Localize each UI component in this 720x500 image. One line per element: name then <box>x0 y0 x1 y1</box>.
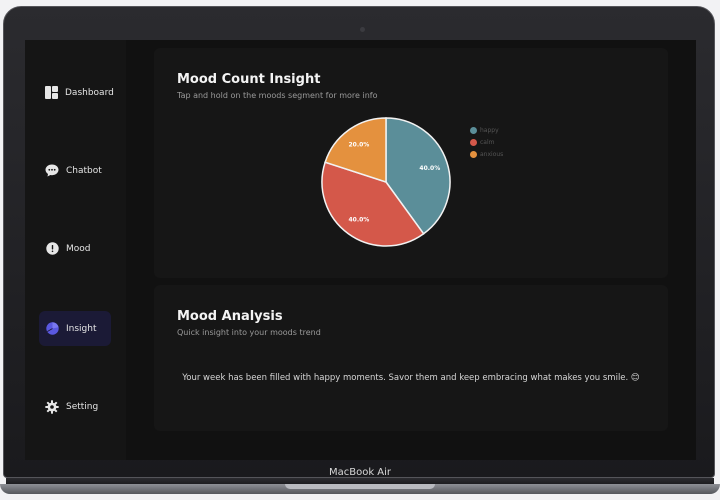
sidebar-item-setting[interactable]: Setting <box>39 389 111 424</box>
legend-label: anxious <box>480 151 504 158</box>
legend-swatch-calm <box>470 139 477 146</box>
hinge <box>6 478 714 484</box>
trackpad-notch <box>285 484 435 489</box>
base-body <box>0 484 720 494</box>
sidebar-item-mood[interactable]: Mood <box>39 231 111 266</box>
legend-label: happy <box>480 127 499 134</box>
sidebar-item-label: Chatbot <box>66 165 102 176</box>
sidebar-item-label: Mood <box>66 243 91 254</box>
pie-slice-happy[interactable] <box>385 117 451 235</box>
camera <box>360 27 365 32</box>
insight-icon <box>45 322 59 336</box>
sidebar-item-label: Dashboard <box>65 87 114 98</box>
pie-label-calm: 40.0% <box>349 216 370 223</box>
sidebar-item-dashboard[interactable]: Dashboard <box>39 75 114 110</box>
pie-label-happy: 40.0% <box>419 165 440 172</box>
mood-analysis-subtitle: Quick insight into your moods trend <box>177 328 321 337</box>
legend-item-happy: happy <box>470 127 499 134</box>
legend-swatch-happy <box>470 127 477 134</box>
sidebar-item-insight[interactable]: Insight <box>39 311 111 346</box>
laptop-lid: Dashboard Chatbot Mood Insight <box>3 6 715 478</box>
mood-analysis-message: Your week has been filled with happy mom… <box>182 373 640 383</box>
mood-count-title: Mood Count Insight <box>177 72 321 87</box>
device-model-label: MacBook Air <box>328 467 392 478</box>
laptop-base <box>0 478 720 500</box>
chat-icon <box>45 164 59 178</box>
sidebar-item-label: Setting <box>66 401 99 412</box>
mood-analysis-title: Mood Analysis <box>177 309 283 324</box>
sidebar-item-chatbot[interactable]: Chatbot <box>39 153 111 188</box>
pie-slice-anxious[interactable] <box>324 117 387 184</box>
legend-label: calm <box>480 139 495 146</box>
main-content: Mood Count Insight Tap and hold on the m… <box>126 40 696 460</box>
sidebar: Dashboard Chatbot Mood Insight <box>25 40 126 460</box>
gear-icon <box>45 399 59 414</box>
legend-swatch-anxious <box>470 151 477 158</box>
mood-pie-chart[interactable]: 40.0% 40.0% 20.0% <box>154 48 668 278</box>
mood-count-card: Mood Count Insight Tap and hold on the m… <box>154 48 668 278</box>
dashboard-icon <box>45 86 58 100</box>
sidebar-item-label: Insight <box>66 323 97 334</box>
mood-analysis-card: Mood Analysis Quick insight into your mo… <box>154 285 668 431</box>
app-screen: Dashboard Chatbot Mood Insight <box>25 40 696 460</box>
legend-item-calm: calm <box>470 139 495 146</box>
pie-slice-calm[interactable] <box>321 161 425 247</box>
mood-icon <box>45 242 59 256</box>
mood-count-subtitle: Tap and hold on the moods segment for mo… <box>177 91 378 100</box>
legend-item-anxious: anxious <box>470 151 503 158</box>
pie-label-anxious: 20.0% <box>349 142 370 149</box>
